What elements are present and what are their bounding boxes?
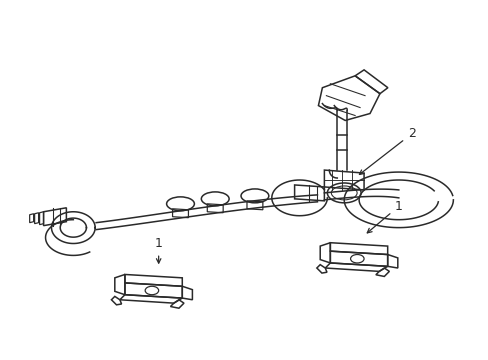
Text: 2: 2 xyxy=(359,127,415,175)
Text: 1: 1 xyxy=(366,200,402,233)
Text: 1: 1 xyxy=(154,238,163,263)
